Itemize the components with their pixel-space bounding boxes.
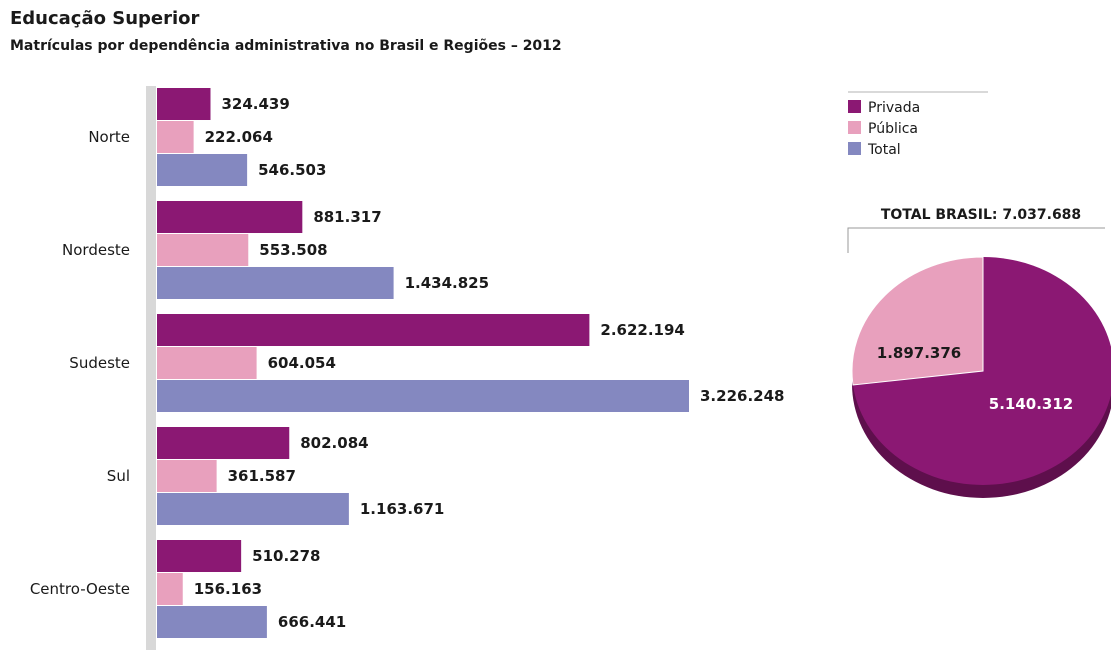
value-label-sudeste-publica: 604.054 bbox=[268, 354, 336, 372]
legend-swatch-publica bbox=[848, 121, 861, 134]
bar-norte-total bbox=[157, 154, 248, 186]
value-label-norte-privada: 324.439 bbox=[221, 95, 289, 113]
bar-centro-oeste-total bbox=[157, 606, 267, 638]
axis-band bbox=[146, 86, 156, 650]
value-label-sudeste-privada: 2.622.194 bbox=[600, 321, 684, 339]
pie-slice-publica bbox=[851, 256, 984, 386]
bar-norte-publica bbox=[157, 121, 194, 153]
bar-nordeste-publica bbox=[157, 234, 249, 266]
value-label-nordeste-publica: 553.508 bbox=[259, 241, 327, 259]
pie-title-bracket bbox=[847, 227, 1105, 253]
category-label-sudeste: Sudeste bbox=[69, 354, 130, 372]
category-label-sul: Sul bbox=[107, 467, 130, 485]
value-label-centro-oeste-publica: 156.163 bbox=[194, 580, 262, 598]
bar-sul-privada bbox=[157, 427, 290, 459]
legend-label-privada: Privada bbox=[868, 100, 920, 116]
value-label-centro-oeste-privada: 510.278 bbox=[252, 547, 320, 565]
value-label-norte-total: 546.503 bbox=[258, 161, 326, 179]
value-label-centro-oeste-total: 666.441 bbox=[278, 613, 346, 631]
chart-title: Educação Superior bbox=[10, 8, 200, 29]
value-label-nordeste-privada: 881.317 bbox=[313, 208, 381, 226]
pie-label-privada: 5.140.312 bbox=[989, 395, 1073, 413]
category-label-norte: Norte bbox=[88, 128, 130, 146]
category-label-centro-oeste: Centro-Oeste bbox=[30, 580, 130, 598]
chart-subtitle: Matrículas por dependência administrativ… bbox=[10, 38, 562, 54]
bar-nordeste-privada bbox=[157, 201, 303, 233]
bar-norte-privada bbox=[157, 88, 211, 120]
pie-label-publica: 1.897.376 bbox=[877, 344, 961, 362]
value-label-sudeste-total: 3.226.248 bbox=[700, 387, 784, 405]
category-label-nordeste: Nordeste bbox=[62, 241, 130, 259]
bar-centro-oeste-privada bbox=[157, 540, 242, 572]
bar-sul-total bbox=[157, 493, 349, 525]
bar-nordeste-total bbox=[157, 267, 394, 299]
legend-label-publica: Pública bbox=[868, 121, 918, 137]
legend-label-total: Total bbox=[867, 142, 901, 158]
bar-sudeste-total bbox=[157, 380, 689, 412]
value-label-sul-total: 1.163.671 bbox=[360, 500, 444, 518]
legend-swatch-total bbox=[848, 142, 861, 155]
value-label-norte-publica: 222.064 bbox=[205, 128, 273, 146]
legend-swatch-privada bbox=[848, 100, 861, 113]
pie-title: TOTAL BRASIL: 7.037.688 bbox=[881, 207, 1081, 223]
value-label-sul-privada: 802.084 bbox=[300, 434, 368, 452]
bar-sul-publica bbox=[157, 460, 217, 492]
bar-sudeste-publica bbox=[157, 347, 257, 379]
bar-sudeste-privada bbox=[157, 314, 590, 346]
value-label-sul-publica: 361.587 bbox=[228, 467, 296, 485]
value-label-nordeste-total: 1.434.825 bbox=[405, 274, 489, 292]
bar-centro-oeste-publica bbox=[157, 573, 183, 605]
